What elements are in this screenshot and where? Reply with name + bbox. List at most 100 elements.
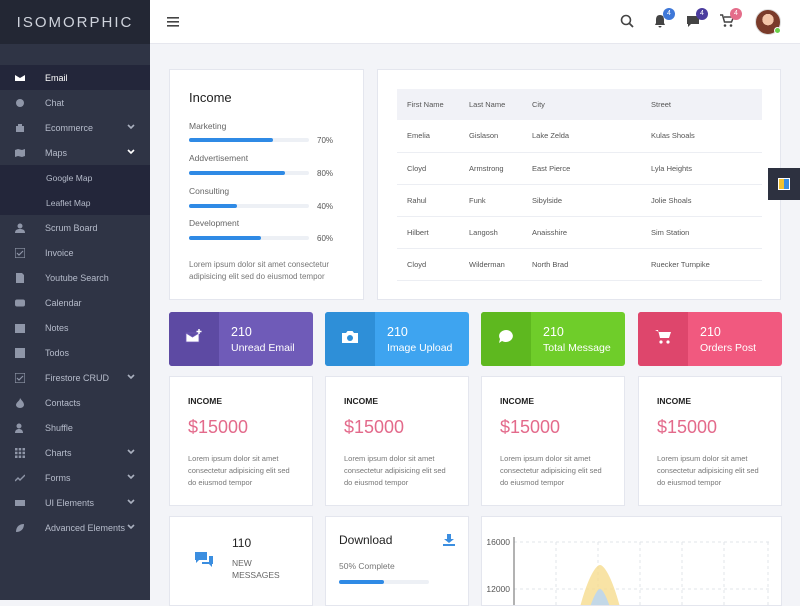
sidebar-item-shuffle[interactable]: Shuffle [0, 415, 150, 440]
stat-card-unread-email[interactable]: 210 Unread Email [169, 312, 313, 366]
income-card-label: INCOME [188, 396, 222, 406]
chevron-down-icon[interactable] [126, 497, 136, 507]
sidebar-item-label: Todos [45, 347, 70, 358]
download-status: 50% Complete [339, 561, 395, 571]
grid-icon [14, 447, 26, 459]
table-header-row: First Name Last Name City Street [397, 89, 762, 120]
table-row[interactable]: Emelia Gislason Lake Zelda Kulas Shoals [397, 120, 762, 153]
sidebar-subitem-leaflet-map[interactable]: Leaflet Map [0, 190, 150, 215]
sidebar-item-maps[interactable]: Maps [0, 140, 150, 165]
stat-label: Unread Email [231, 342, 295, 354]
download-icon[interactable] [442, 533, 456, 547]
search-icon[interactable] [620, 14, 634, 28]
y-tick-label: 16000 [486, 537, 510, 547]
leaf-icon [14, 522, 26, 534]
cart-icon[interactable]: 4 [720, 8, 742, 28]
sidebar-item-todos[interactable]: Todos [0, 340, 150, 365]
stat-number: 210 [543, 325, 564, 339]
sidebar-item-ui-elements[interactable]: UI Elements [0, 490, 150, 515]
sidebar-item-notes[interactable]: Notes [0, 315, 150, 340]
column-header[interactable]: First Name [397, 89, 459, 120]
envelope-icon [14, 497, 26, 509]
sidebar-item-youtube-search[interactable]: Youtube Search [0, 265, 150, 290]
progress-fill [189, 236, 261, 240]
income-card-label: INCOME [657, 396, 691, 406]
progress-fill [189, 204, 237, 208]
sidebar-subitem-google-map[interactable]: Google Map [0, 165, 150, 190]
progress-track [189, 236, 309, 240]
table-cell: Anaisshire [522, 216, 641, 249]
table-cell: North Brad [522, 248, 641, 281]
sidebar-item-charts[interactable]: Charts [0, 440, 150, 465]
sidebar-item-firestore-crud[interactable]: Firestore CRUD [0, 365, 150, 390]
messages-icon[interactable]: 4 [686, 8, 708, 28]
sidebar-item-ecommerce[interactable]: Ecommerce [0, 115, 150, 140]
table-row[interactable]: Rahul Funk Sibylside Jolie Shoals [397, 184, 762, 217]
stat-card-total-message[interactable]: 210 Total Message [481, 312, 625, 366]
sidebar-item-contacts[interactable]: Contacts [0, 390, 150, 415]
income-card-value: $15000 [657, 417, 718, 437]
notification-bell-icon[interactable]: 4 [653, 8, 675, 28]
sidebar-item-label: Advanced Elements [45, 522, 126, 533]
income-card-title: Income [189, 90, 232, 105]
cart-icon [654, 328, 672, 351]
table-cell: Langosh [459, 216, 522, 249]
income-progress-card: Income Marketing 70% Addvertisement 80% … [169, 69, 364, 300]
sidebar-item-label: Charts [45, 447, 72, 458]
table-cell: Cloyd [397, 152, 459, 185]
stat-card-image-upload[interactable]: 210 Image Upload [325, 312, 469, 366]
table-row[interactable]: Hilbert Langosh Anaisshire Sim Station [397, 216, 762, 249]
table-cell: Cloyd [397, 248, 459, 281]
stat-card-orders-post[interactable]: 210 Orders Post [638, 312, 782, 366]
column-header[interactable]: Last Name [459, 89, 522, 120]
sidebar-item-invoice[interactable]: Invoice [0, 240, 150, 265]
calendar-icon [14, 322, 26, 334]
progress-label: Consulting [189, 186, 230, 196]
chat-icon [14, 97, 26, 109]
progress-track [189, 171, 309, 175]
sidebar-item-label: Contacts [45, 397, 81, 408]
stat-label: Image Upload [387, 342, 453, 354]
chevron-down-icon[interactable] [126, 522, 136, 532]
sidebar-item-scrum-board[interactable]: Scrum Board [0, 215, 150, 240]
table-cell: Gislason [459, 120, 522, 153]
table-cell: Sim Station [641, 216, 762, 249]
note-icon [14, 347, 26, 359]
income-card-description: Lorem ipsum dolor sit amet consectetur a… [344, 454, 446, 487]
sidebar: ISOMORPHIC Email Chat Ecommerce Maps Goo… [0, 0, 150, 600]
chevron-down-icon[interactable] [126, 447, 136, 457]
table-row[interactable]: Cloyd Armstrong East Pierce Lyla Heights [397, 152, 762, 185]
chevron-down-icon[interactable] [126, 122, 136, 132]
sidebar-item-chat[interactable]: Chat [0, 90, 150, 115]
progress-label: Development [189, 218, 240, 228]
table-row[interactable]: Cloyd Wilderman North Brad Ruecker Turnpike [397, 248, 762, 281]
column-header[interactable]: City [522, 89, 641, 120]
income-description: Lorem ipsum dolor sit amet consectetur a… [189, 260, 330, 281]
check-square-icon [14, 247, 26, 259]
hamburger-menu-icon[interactable] [167, 15, 181, 29]
theme-switcher-button[interactable] [768, 168, 800, 200]
download-card: Download 50% Complete [325, 516, 469, 606]
sidebar-item-email[interactable]: Email [0, 65, 150, 90]
palette-icon [778, 178, 790, 190]
progress-label: Addvertisement [189, 153, 249, 163]
camera-icon [341, 328, 359, 351]
table-cell: Jolie Shoals [641, 184, 762, 217]
column-header[interactable]: Street [641, 89, 762, 120]
app-logo[interactable]: ISOMORPHIC [0, 0, 150, 44]
user-avatar[interactable] [755, 9, 781, 35]
chevron-down-icon[interactable] [126, 147, 136, 157]
chevron-down-icon[interactable] [126, 472, 136, 482]
mail-plus-icon [185, 328, 203, 351]
messages-icon [194, 550, 214, 570]
sidebar-item-calendar[interactable]: Calendar [0, 290, 150, 315]
sidebar-item-advanced-elements[interactable]: Advanced Elements [0, 515, 150, 540]
income-card-description: Lorem ipsum dolor sit amet consectetur a… [500, 454, 602, 487]
users-table: First Name Last Name City Street Emelia G… [397, 89, 762, 281]
sidebar-item-forms[interactable]: Forms [0, 465, 150, 490]
chevron-down-icon[interactable] [126, 372, 136, 382]
download-progress-fill [339, 580, 384, 584]
income-card-value: $15000 [344, 417, 405, 437]
stat-icon-box [169, 312, 219, 366]
area-series-yellow [580, 565, 620, 605]
